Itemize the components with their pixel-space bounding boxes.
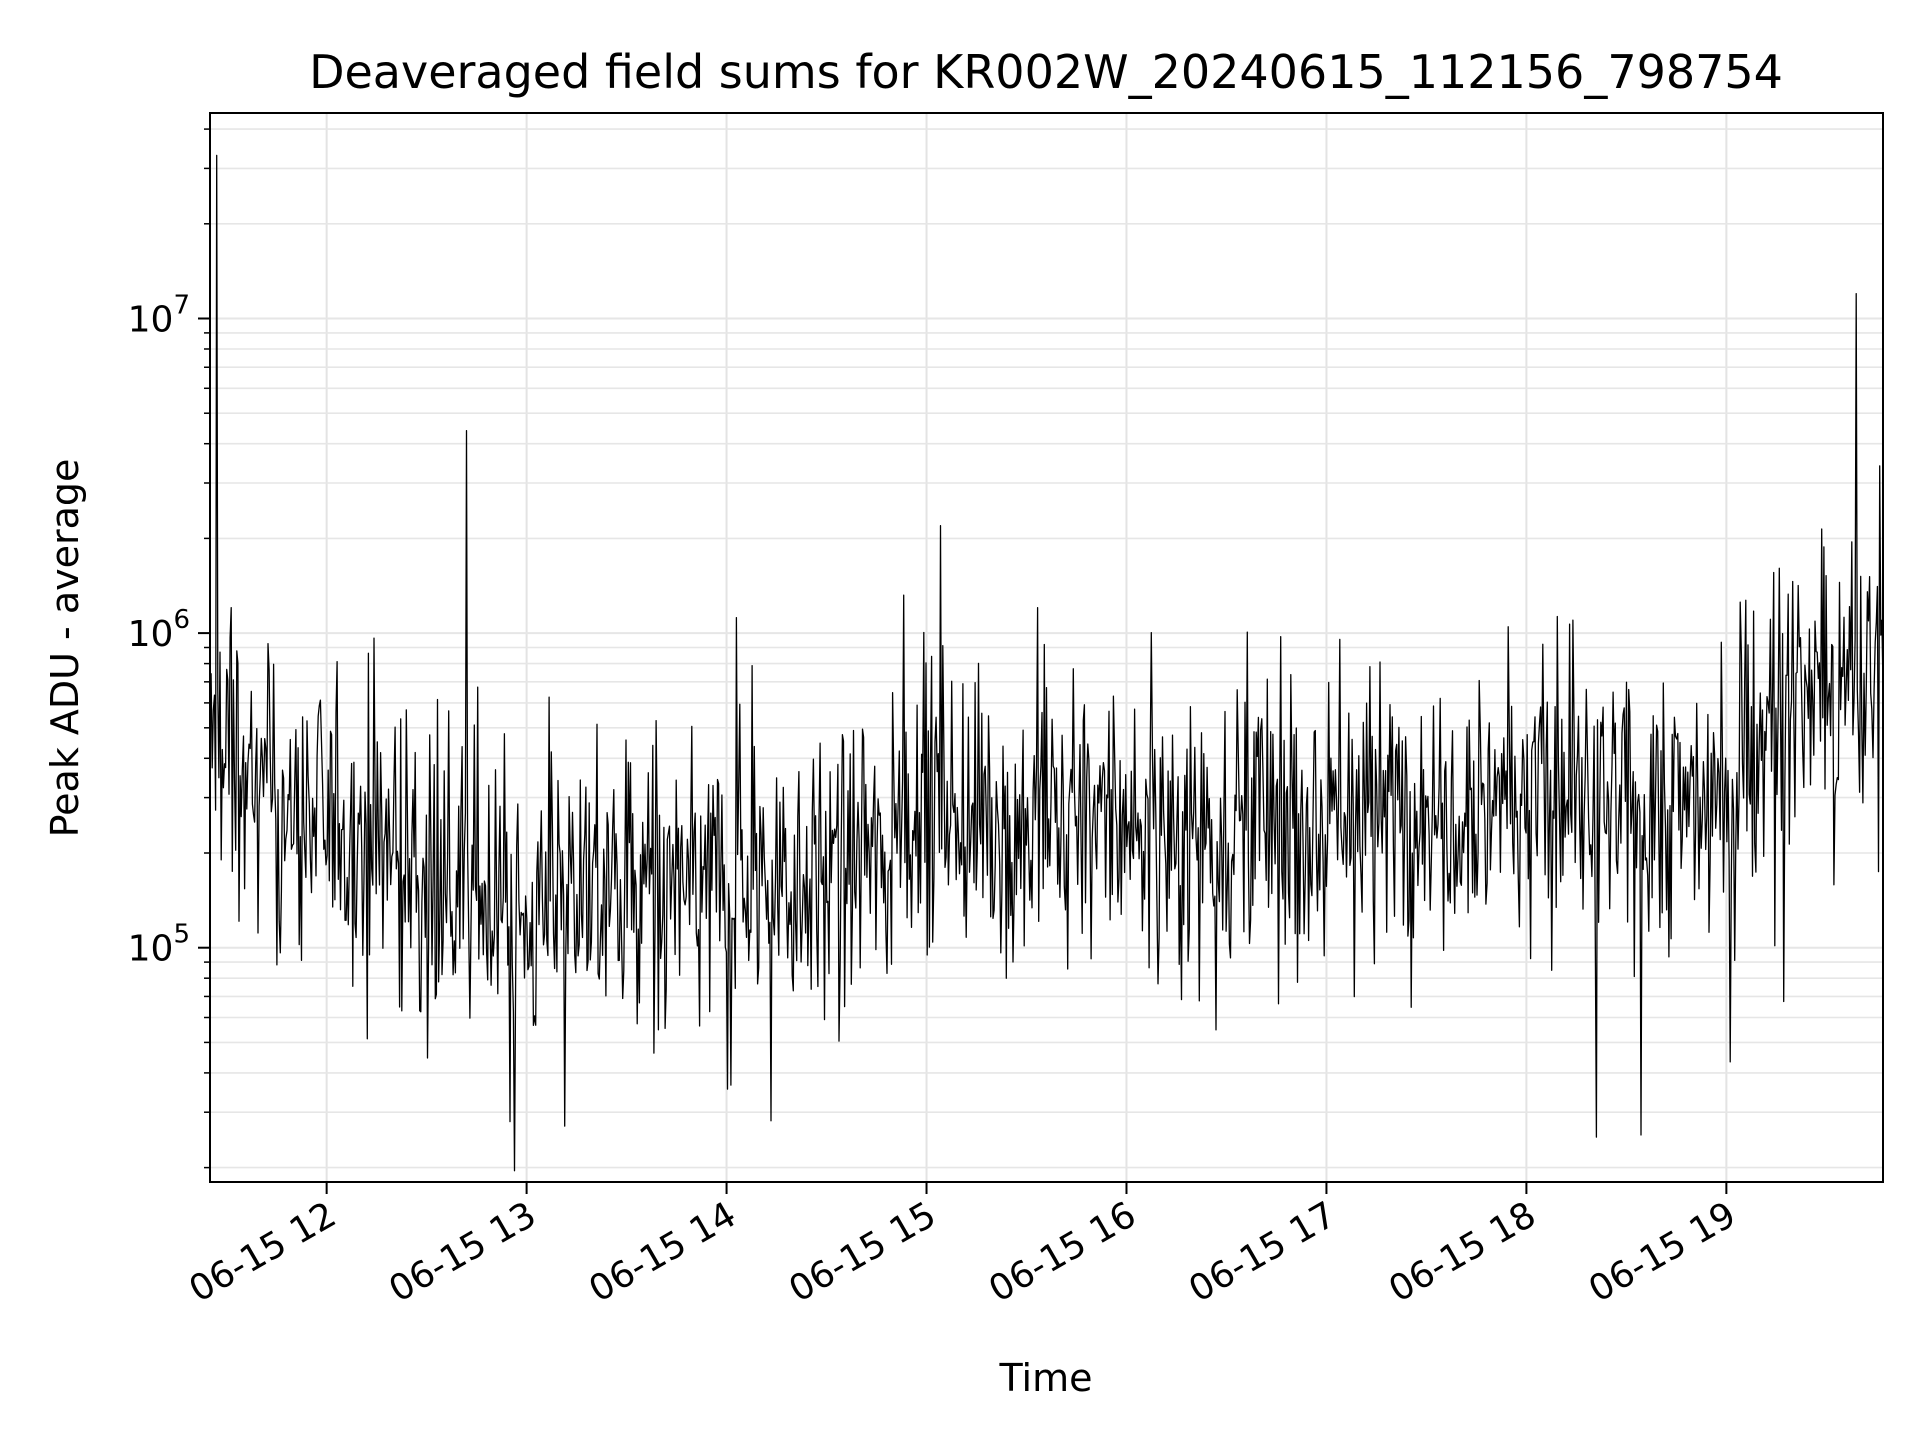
x-tick-label: 06-15 15 <box>782 1194 943 1310</box>
y-tick-label: 105 <box>128 920 190 970</box>
series-path <box>210 154 1883 1172</box>
x-tick-label: 06-15 18 <box>1382 1194 1543 1310</box>
x-tick-label: 06-15 14 <box>582 1194 743 1310</box>
y-axis: 105 106 107 <box>128 128 210 1169</box>
x-axis-label: Time <box>999 1356 1093 1400</box>
y-tick-label: 107 <box>128 291 190 341</box>
x-tick-label: 06-15 17 <box>1182 1194 1343 1310</box>
y-tick-label: 106 <box>128 605 190 655</box>
series-line <box>210 154 1883 1172</box>
chart-title: Deaveraged field sums for KR002W_2024061… <box>309 45 1783 99</box>
grid <box>210 113 1883 1182</box>
x-tick-label: 06-15 19 <box>1582 1194 1743 1310</box>
x-tick-label: 06-15 12 <box>182 1194 343 1310</box>
x-axis: 06-15 12 06-15 13 06-15 14 06-15 15 06-15 16… <box>182 1182 1743 1311</box>
x-tick-label: 06-15 13 <box>382 1194 543 1310</box>
x-tick-label: 06-15 16 <box>982 1194 1143 1310</box>
y-axis-label: Peak ADU - average <box>43 459 87 838</box>
